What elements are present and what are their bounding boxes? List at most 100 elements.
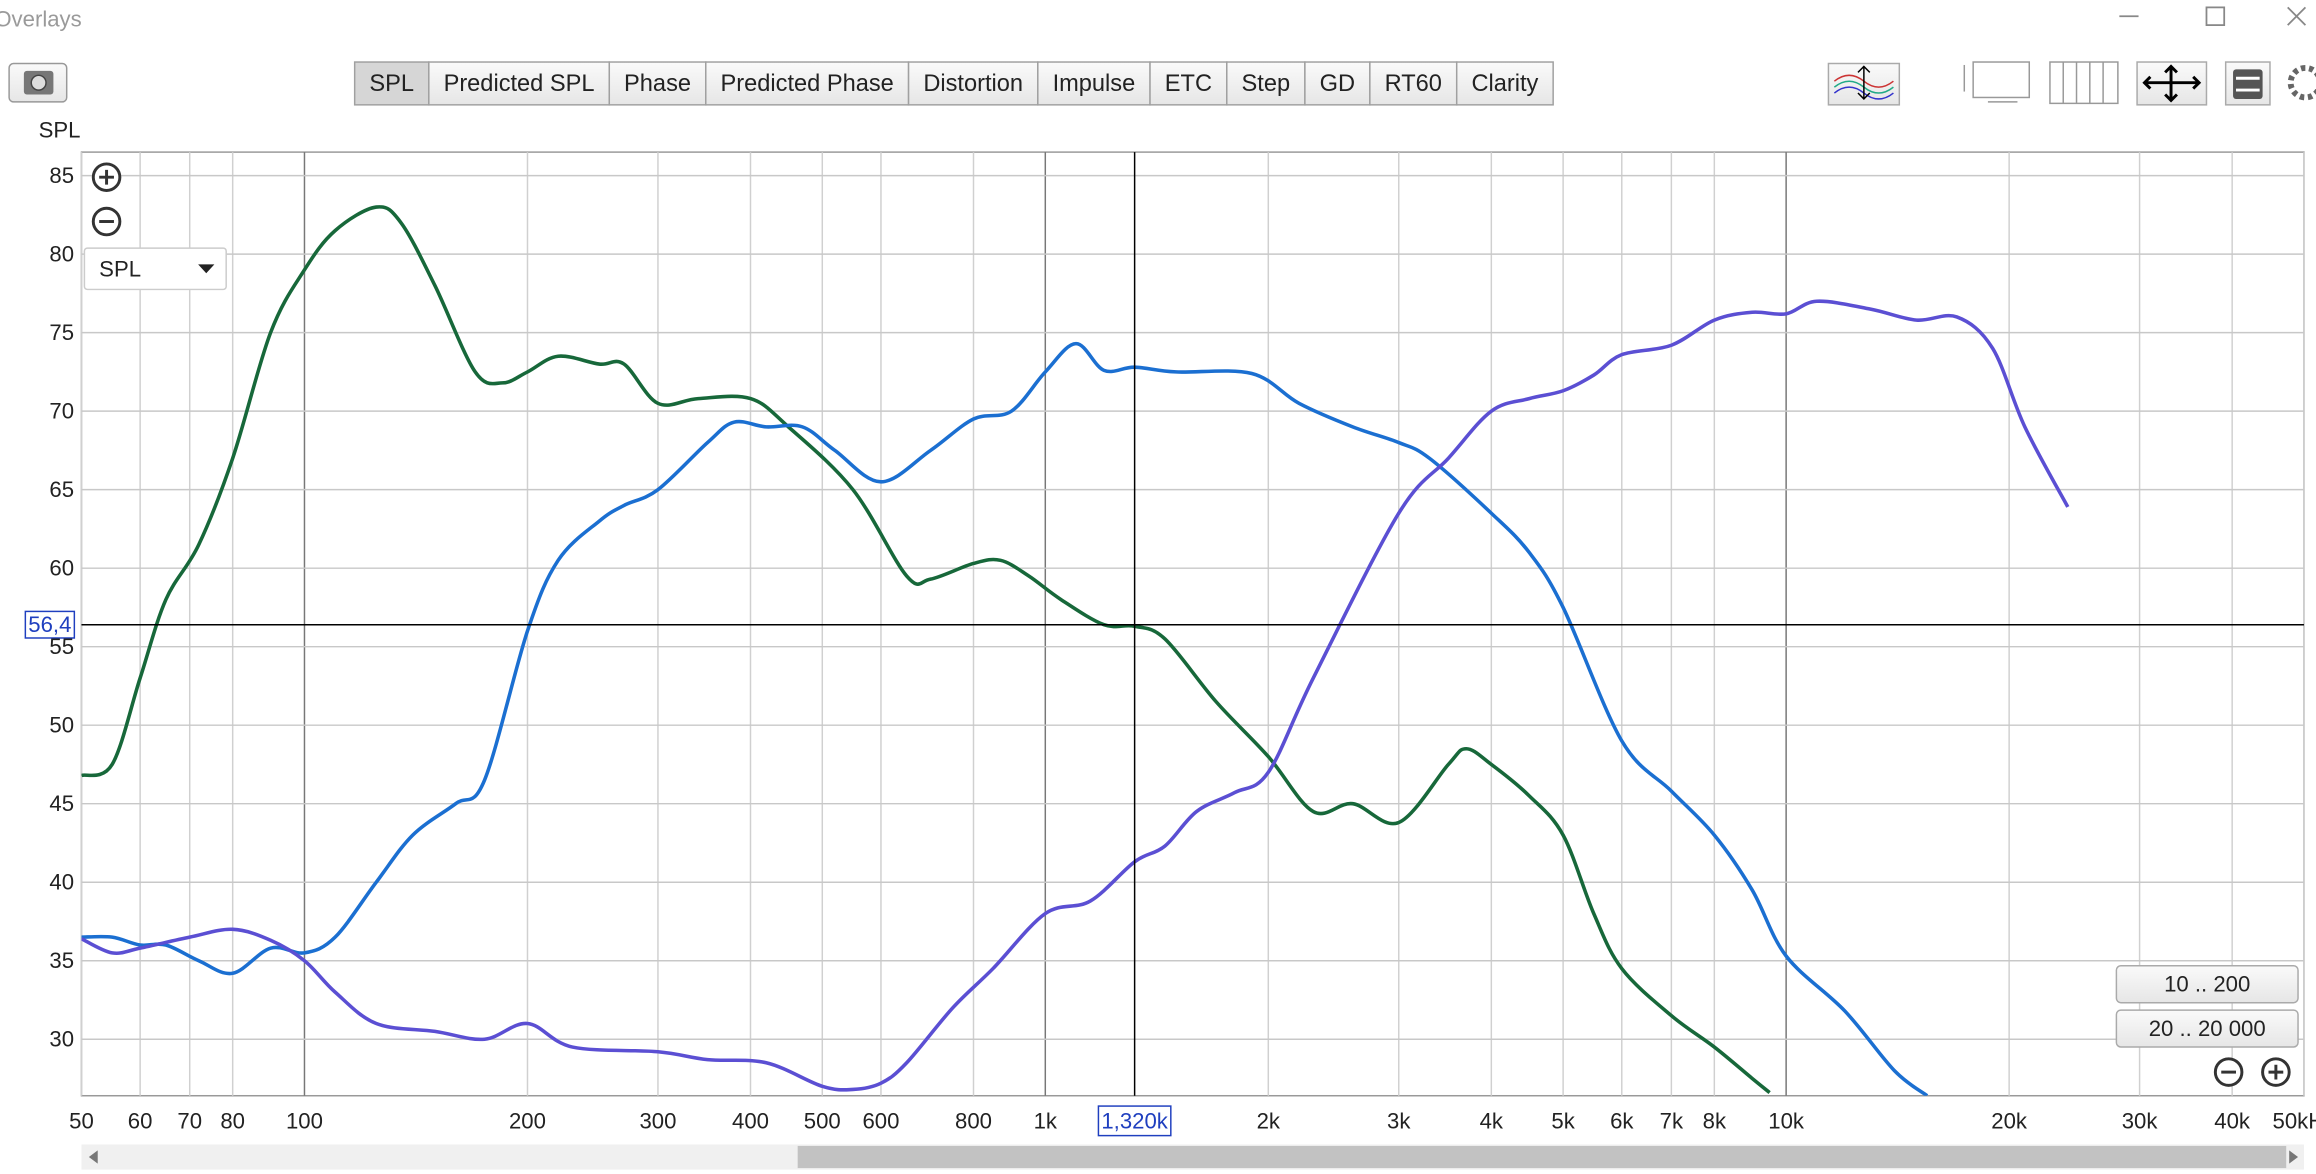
y-tick-label: 80 bbox=[49, 242, 74, 267]
cursor-x-box: 1,320k bbox=[1097, 1105, 1172, 1137]
tab-bg bbox=[1455, 61, 1554, 106]
y-tick-label: 40 bbox=[49, 870, 74, 895]
tab[interactable]: Phase bbox=[608, 61, 707, 106]
tab-label: Predicted SPL bbox=[444, 71, 595, 97]
y-tick-label: 85 bbox=[49, 163, 74, 188]
tab-bg bbox=[1369, 61, 1458, 106]
x-zoom-in[interactable] bbox=[2261, 1057, 2291, 1087]
grid bbox=[80, 152, 2305, 1096]
x-tick-label: 50 bbox=[69, 1108, 94, 1133]
x-tick-label: 500 bbox=[804, 1108, 841, 1133]
tab-label: GD bbox=[1320, 71, 1355, 97]
overlay-icon[interactable] bbox=[1827, 62, 1901, 106]
tab-label: Predicted Phase bbox=[721, 71, 894, 97]
tab-bg bbox=[428, 61, 611, 106]
x-tick-label: 3k bbox=[1387, 1108, 1411, 1133]
tab[interactable]: Impulse bbox=[1037, 61, 1151, 106]
maximize[interactable] bbox=[2205, 6, 2226, 26]
tab-label: SPL bbox=[369, 71, 414, 97]
spl-curve bbox=[81, 341, 1929, 1096]
zoom-in[interactable] bbox=[91, 162, 122, 192]
y-tick-label: 70 bbox=[49, 399, 74, 424]
x-tick-label: 1k bbox=[1034, 1108, 1058, 1133]
x-tick-label: 400 bbox=[732, 1108, 769, 1133]
x-tick-label: 8k bbox=[1703, 1108, 1727, 1133]
close[interactable] bbox=[2287, 6, 2307, 26]
cursor-y-box-bg bbox=[24, 610, 76, 639]
y-tick-label: 35 bbox=[49, 948, 74, 973]
scroll-left[interactable] bbox=[88, 1150, 98, 1164]
tab-bg bbox=[1304, 61, 1371, 106]
window-title: Overlays bbox=[0, 7, 82, 32]
x-tick-label: 2k bbox=[1257, 1108, 1281, 1133]
cursor-x-box-bg bbox=[1097, 1105, 1172, 1137]
tab[interactable]: GD bbox=[1304, 61, 1371, 106]
x-zoom-out[interactable] bbox=[2213, 1057, 2244, 1087]
selector-dropdown[interactable]: SPL bbox=[83, 247, 227, 291]
range-button-label: 10 .. 200 bbox=[2164, 972, 2250, 997]
y-tick-label: 65 bbox=[49, 477, 74, 502]
window-controls bbox=[2119, 6, 2307, 26]
x-tick-label: 4k bbox=[1480, 1108, 1504, 1133]
range-button-label: 20 .. 20 000 bbox=[2149, 1016, 2266, 1041]
x-tick-label: 10k bbox=[1768, 1108, 1805, 1133]
cursor-x-label: 1,320k bbox=[1101, 1108, 1168, 1133]
x-tick-label: 80 bbox=[220, 1108, 245, 1133]
tab[interactable]: ETC bbox=[1149, 61, 1228, 106]
scrollbar bbox=[81, 1144, 2304, 1170]
layout-single[interactable] bbox=[1972, 61, 2031, 99]
zoom-out[interactable] bbox=[91, 206, 122, 237]
selector-text: SPL bbox=[99, 256, 141, 281]
x-tick-label: 20k bbox=[1991, 1108, 2028, 1133]
range-buttons: 10 .. 200 20 .. 20 000 bbox=[2115, 965, 2299, 1048]
axis-labels: 50 60 70 80 100 200 300 400 500 600 800 1k 2k 3k 4k 5k 6… bbox=[49, 163, 2316, 1133]
fit-button[interactable] bbox=[2136, 61, 2208, 106]
range-button[interactable]: 10 .. 200 bbox=[2115, 965, 2299, 1004]
tab-label: Step bbox=[1242, 71, 1291, 97]
x-tick-label: 50kHz bbox=[2273, 1108, 2316, 1133]
tab-bg bbox=[1149, 61, 1228, 106]
x-tick-label: 30k bbox=[2122, 1108, 2159, 1133]
x-tick-label: 300 bbox=[639, 1108, 676, 1133]
tab[interactable]: SPL bbox=[353, 61, 430, 106]
layout-columns[interactable] bbox=[2049, 61, 2119, 105]
tab-label: Impulse bbox=[1053, 71, 1136, 97]
tab-label: RT60 bbox=[1385, 71, 1442, 97]
tab[interactable]: Predicted SPL bbox=[428, 61, 611, 106]
tab[interactable]: Step bbox=[1226, 61, 1306, 106]
settings-button[interactable] bbox=[2287, 64, 2316, 101]
tab-bg bbox=[1037, 61, 1151, 106]
scroll-thumb[interactable] bbox=[797, 1145, 2287, 1169]
tab[interactable]: Predicted Phase bbox=[705, 61, 910, 106]
tab[interactable]: Distortion bbox=[907, 61, 1039, 106]
x-tick-label: 60 bbox=[128, 1108, 153, 1133]
x-tick-label: 100 bbox=[286, 1108, 323, 1133]
spl-curve bbox=[81, 205, 1771, 1094]
y-axis-label: SPL bbox=[39, 117, 81, 142]
x-tick-label: 6k bbox=[1610, 1108, 1634, 1133]
tab[interactable]: Clarity bbox=[1455, 61, 1554, 106]
tab-bg bbox=[353, 61, 430, 106]
tab-label: ETC bbox=[1165, 71, 1212, 97]
y-tick-label: 75 bbox=[49, 320, 74, 345]
controls-button[interactable] bbox=[2224, 61, 2271, 106]
y-tick-label: 45 bbox=[49, 791, 74, 816]
camera-button[interactable] bbox=[8, 62, 68, 103]
tab[interactable]: RT60 bbox=[1369, 61, 1458, 106]
tab-bar: SPL Predicted SPL Phase Predicted Phase Dist… bbox=[353, 61, 1554, 106]
tab-label: Phase bbox=[624, 71, 691, 97]
zoom-controls bbox=[91, 162, 122, 237]
scroll-right[interactable] bbox=[2289, 1150, 2299, 1164]
tab-bg bbox=[907, 61, 1039, 106]
range-button[interactable]: 20 .. 20 000 bbox=[2115, 1009, 2299, 1048]
y-tick-label: 55 bbox=[49, 634, 74, 659]
x-tick-label: 7k bbox=[1660, 1108, 1684, 1133]
y-tick-label: 30 bbox=[49, 1027, 74, 1052]
x-tick-label: 600 bbox=[862, 1108, 899, 1133]
x-tick-label: 800 bbox=[955, 1108, 992, 1133]
cursor-y-box: 56,4 bbox=[24, 610, 76, 639]
tab-label: Distortion bbox=[923, 71, 1023, 97]
range-button-bg bbox=[2115, 1009, 2299, 1048]
y-tick-label: 50 bbox=[49, 713, 74, 738]
tab-label: Clarity bbox=[1471, 71, 1538, 97]
